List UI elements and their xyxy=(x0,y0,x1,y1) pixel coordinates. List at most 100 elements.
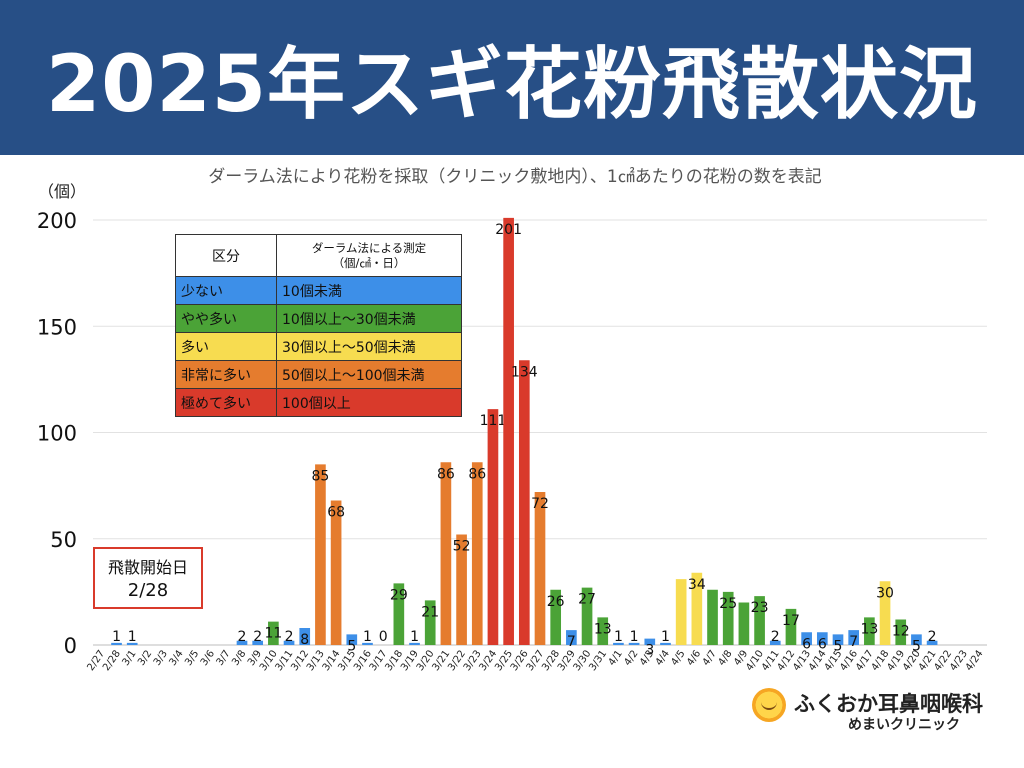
legend-row: 非常に多い 50個以上〜100個未満 xyxy=(175,360,462,389)
x-tick-label: 4/8 xyxy=(716,648,734,667)
legend-header-measure: ダーラム法による測定 （個/㎠・日） xyxy=(276,234,462,277)
bar-value-label: 11 xyxy=(264,626,282,642)
bar xyxy=(471,462,483,645)
x-tick-label: 3/2 xyxy=(136,648,154,667)
bar-value-label: 7 xyxy=(567,634,576,650)
bar-value-label: 6 xyxy=(802,636,811,652)
bar xyxy=(111,642,122,645)
bar-value-label: 27 xyxy=(578,592,596,608)
bar-value-label: 8 xyxy=(300,632,309,648)
bar-value-label: 1 xyxy=(112,629,121,645)
x-tick-label: 4/24 xyxy=(964,648,986,673)
bar-value-label: 86 xyxy=(468,466,486,482)
bar xyxy=(581,587,593,645)
x-tick-label: 4/2 xyxy=(622,648,640,667)
bar-value-label: 111 xyxy=(480,413,507,429)
bar-value-label: 72 xyxy=(531,496,549,512)
legend-header-row: 区分 ダーラム法による測定 （個/㎠・日） xyxy=(175,234,462,277)
bar xyxy=(126,642,138,645)
bar xyxy=(534,492,546,645)
bar xyxy=(518,360,530,645)
bar xyxy=(456,534,467,645)
page-title: 2025年スギ花粉飛散状況 xyxy=(45,40,979,130)
bar-value-label: 23 xyxy=(751,600,769,616)
bar-value-label: 13 xyxy=(594,621,612,637)
x-tick-label: 4/4 xyxy=(654,648,672,667)
bar xyxy=(738,602,750,645)
legend-row: やや多い 10個以上〜30個未満 xyxy=(175,304,462,333)
bar xyxy=(754,596,765,645)
bar-value-label: 5 xyxy=(834,638,843,654)
legend-level-range: 10個以上〜30個未満 xyxy=(276,304,462,333)
bar-value-label: 52 xyxy=(453,539,471,555)
clinic-subname: めまいクリニック xyxy=(848,717,960,733)
bar xyxy=(299,628,311,645)
bar-value-label: 34 xyxy=(688,577,706,593)
bar xyxy=(597,617,609,645)
bar xyxy=(832,634,844,645)
bar xyxy=(644,638,656,645)
bar xyxy=(675,579,687,645)
bar xyxy=(926,640,938,645)
bar xyxy=(393,583,405,645)
bar-value-label: 2 xyxy=(253,629,262,645)
bar xyxy=(864,617,875,645)
legend-level-label: やや多い xyxy=(175,304,277,333)
bar xyxy=(487,409,499,645)
bar-value-label: 5 xyxy=(347,638,356,654)
bar-value-label: 1 xyxy=(661,629,670,645)
legend-row: 多い 30個以上〜50個未満 xyxy=(175,332,462,361)
legend-level-label: 少ない xyxy=(175,276,277,305)
level-legend-table: 区分 ダーラム法による測定 （個/㎠・日） 少ない 10個未満 やや多い 10個… xyxy=(175,234,462,417)
bar-value-label: 134 xyxy=(511,364,538,380)
bar xyxy=(283,640,295,645)
legend-level-range: 100個以上 xyxy=(276,388,462,417)
bar xyxy=(409,642,420,645)
bar-value-label: 2 xyxy=(238,629,247,645)
bar-value-label: 85 xyxy=(312,468,330,484)
bar-value-label: 1 xyxy=(630,629,639,645)
bar-value-label: 2 xyxy=(771,629,780,645)
bar xyxy=(879,581,891,645)
legend-header-unit: （個/㎠・日） xyxy=(332,255,406,270)
bar xyxy=(769,640,781,645)
bar-value-label: 1 xyxy=(410,629,419,645)
clinic-name: ふくおか耳鼻咽喉科 xyxy=(794,692,983,716)
legend-level-range: 30個以上〜50個未満 xyxy=(276,332,462,361)
bar-value-label: 1 xyxy=(128,629,137,645)
x-tick-label: 4/5 xyxy=(669,648,687,667)
x-tick-label: 3/1 xyxy=(120,648,138,667)
bar xyxy=(236,640,248,645)
legend-level-label: 極めて多い xyxy=(175,388,277,417)
bar xyxy=(315,464,326,645)
x-tick-label: 3/7 xyxy=(215,648,233,667)
x-tick-label: 4/6 xyxy=(685,648,703,667)
bar xyxy=(330,500,342,645)
bar xyxy=(628,642,640,645)
bar xyxy=(785,608,797,645)
bar xyxy=(550,589,562,645)
x-tick-label: 4/1 xyxy=(607,648,625,667)
x-tick-label: 3/3 xyxy=(152,648,170,667)
chart-subtitle: ダーラム法により花粉を採取（クリニック敷地内）、1㎠あたりの花粉の数を表記 xyxy=(208,167,822,187)
bar-value-label: 3 xyxy=(645,643,654,659)
legend-header-category: 区分 xyxy=(175,234,277,277)
bar xyxy=(895,619,907,645)
bar xyxy=(440,462,452,645)
y-tick-label: 200 xyxy=(37,209,77,233)
clinic-logo: ふくおか耳鼻咽喉科 めまいクリニック xyxy=(748,684,998,734)
bar-value-label: 0 xyxy=(379,629,388,645)
bar-value-label: 1 xyxy=(614,629,623,645)
legend-level-range: 50個以上〜100個未満 xyxy=(276,360,462,389)
bar-value-label: 5 xyxy=(912,638,921,654)
bar xyxy=(848,630,860,645)
legend-row: 少ない 10個未満 xyxy=(175,276,462,305)
bar-value-label: 17 xyxy=(782,613,800,629)
bar-value-label: 29 xyxy=(390,587,408,603)
y-tick-label: 150 xyxy=(37,315,77,339)
bar xyxy=(252,640,264,645)
start-date-label: 飛散開始日 xyxy=(107,558,188,577)
bar-value-label: 25 xyxy=(719,596,737,612)
bar xyxy=(911,634,922,645)
